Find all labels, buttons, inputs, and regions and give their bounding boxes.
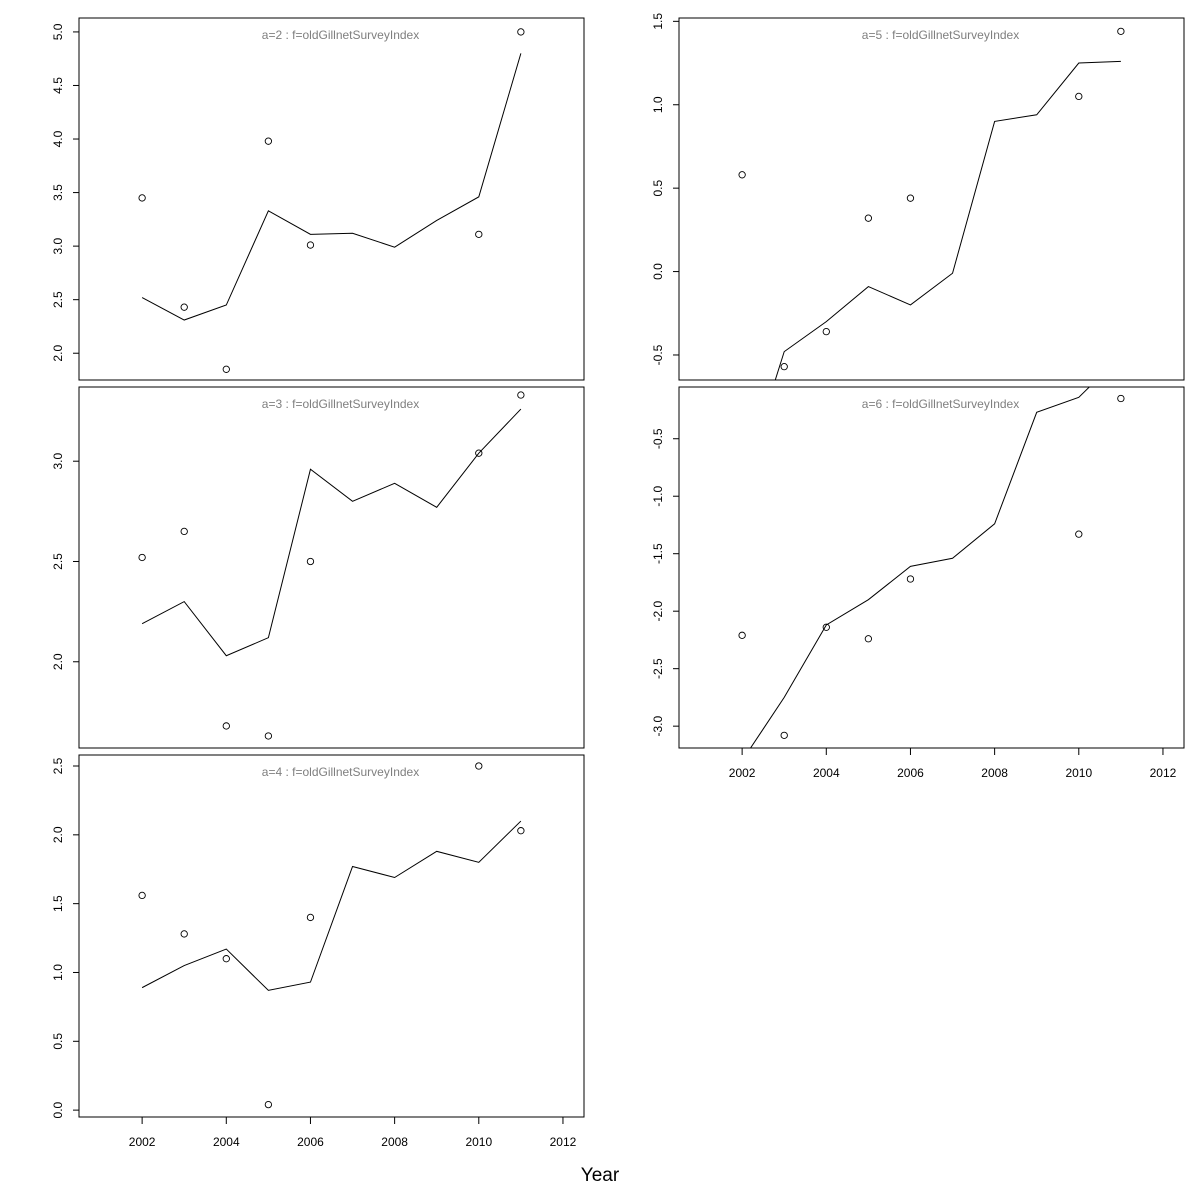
x-tick-label: 2008: [981, 766, 1008, 780]
observed-point: [780, 731, 788, 740]
plot-frame: [78, 386, 585, 749]
observed-point: [906, 575, 915, 583]
panel-title: a=2 : f=oldGillnetSurveyIndex: [262, 28, 419, 42]
observed-point: [1117, 27, 1125, 35]
plot-frame: [78, 17, 585, 381]
x-tick-label: 2012: [550, 1135, 577, 1149]
observed-point: [475, 449, 483, 457]
observed-point: [906, 194, 915, 202]
y-tick-label: 0.5: [51, 1033, 65, 1050]
observed-point: [222, 722, 230, 730]
observed-point: [517, 827, 525, 835]
x-tick-label: 2010: [465, 1135, 492, 1149]
x-tick-label: 2004: [813, 766, 840, 780]
x-tick-label: 2012: [1150, 766, 1177, 780]
y-tick-label: 2.0: [51, 826, 65, 843]
panel-title: a=6 : f=oldGillnetSurveyIndex: [862, 397, 1019, 411]
observed-point: [264, 137, 273, 145]
plot-frame: [678, 17, 1185, 381]
y-tick-label: 4.0: [51, 130, 65, 147]
y-tick-label: 1.5: [51, 895, 65, 912]
fitted-line: [749, 387, 1091, 748]
panel-title: a=4 : f=oldGillnetSurveyIndex: [262, 765, 419, 779]
observed-point: [180, 303, 188, 311]
y-tick-label: -2.5: [651, 658, 665, 679]
observed-point: [780, 363, 788, 371]
y-tick-label: 0.0: [651, 263, 665, 280]
y-tick-label: -1.5: [651, 543, 665, 564]
y-tick-label: 1.0: [651, 96, 665, 113]
panel-3: a=4 : f=oldGillnetSurveyIndex 0.0 0.5 1.0 1.…: [51, 754, 585, 1149]
y-tick-label: 0.0: [51, 1101, 65, 1118]
observed-point: [264, 732, 273, 740]
observed-point: [222, 365, 230, 373]
y-tick-label: 2.5: [51, 553, 65, 570]
fitted-line: [141, 820, 522, 991]
observed-point: [222, 955, 230, 963]
y-tick-label: 5.0: [51, 23, 65, 40]
observed-point: [822, 327, 830, 336]
y-tick-label: 2.5: [51, 757, 65, 774]
y-tick-label: -0.5: [651, 428, 665, 449]
panel-2: a=3 : f=oldGillnetSurveyIndex 2.0 2.5 3.0: [51, 386, 585, 749]
observed-point: [306, 241, 315, 249]
observed-point: [864, 214, 873, 222]
observed-point: [864, 635, 873, 643]
x-tick-label: 2010: [1065, 766, 1092, 780]
y-tick-label: 4.5: [51, 77, 65, 94]
y-tick-label: 3.5: [51, 184, 65, 201]
observed-point: [138, 553, 146, 562]
plot-frame: [678, 386, 1185, 749]
panel-5: a=6 : f=oldGillnetSurveyIndex -3.0 -2.5 -2.…: [651, 386, 1185, 780]
y-tick-label: 1.5: [651, 13, 665, 30]
observed-point: [180, 527, 188, 536]
x-tick-label: 2002: [729, 766, 756, 780]
fitted-line: [141, 53, 522, 321]
x-tick-label: 2006: [897, 766, 924, 780]
y-tick-label: 0.5: [651, 179, 665, 196]
observed-point: [475, 230, 483, 238]
y-tick-label: -0.5: [651, 344, 665, 365]
x-tick-label: 2004: [213, 1135, 240, 1149]
panel-1: a=2 : f=oldGillnetSurveyIndex 2.0 2.5 3.0 3.…: [51, 17, 585, 381]
x-tick-label: 2002: [129, 1135, 156, 1149]
y-tick-label: 3.0: [51, 453, 65, 470]
y-tick-label: -1.0: [651, 486, 665, 507]
y-tick-label: 2.5: [51, 291, 65, 308]
observed-point: [264, 1100, 273, 1109]
observed-point: [475, 762, 483, 770]
observed-point: [822, 623, 830, 631]
fitted-line: [774, 60, 1121, 380]
y-tick-label: 2.0: [51, 653, 65, 670]
plot-frame: [78, 754, 585, 1118]
x-tick-label: 2006: [297, 1135, 324, 1149]
observed-point: [306, 557, 315, 566]
y-tick-label: 1.0: [51, 964, 65, 981]
fitted-line: [141, 408, 522, 657]
observed-point: [1117, 394, 1125, 403]
panel-title: a=3 : f=oldGillnetSurveyIndex: [262, 397, 419, 411]
observed-point: [306, 913, 315, 922]
y-tick-label: -2.0: [651, 601, 665, 622]
observed-point: [1075, 92, 1083, 101]
observed-point: [138, 891, 146, 900]
y-tick-label: -3.0: [651, 715, 665, 736]
y-tick-label: 3.0: [51, 237, 65, 254]
observed-point: [738, 631, 746, 639]
observed-point: [1075, 530, 1083, 538]
observed-point: [138, 194, 146, 202]
observed-point: [517, 391, 525, 399]
x-axis-label: Year: [581, 1165, 620, 1186]
y-tick-label: 2.0: [51, 345, 65, 362]
observed-point: [180, 930, 188, 938]
x-tick-label: 2008: [381, 1135, 408, 1149]
observed-point: [738, 171, 746, 179]
panel-4: a=5 : f=oldGillnetSurveyIndex -0.5 0.0 0.5 1…: [651, 13, 1185, 381]
observed-point: [517, 28, 525, 36]
panel-title: a=5 : f=oldGillnetSurveyIndex: [862, 28, 1019, 42]
